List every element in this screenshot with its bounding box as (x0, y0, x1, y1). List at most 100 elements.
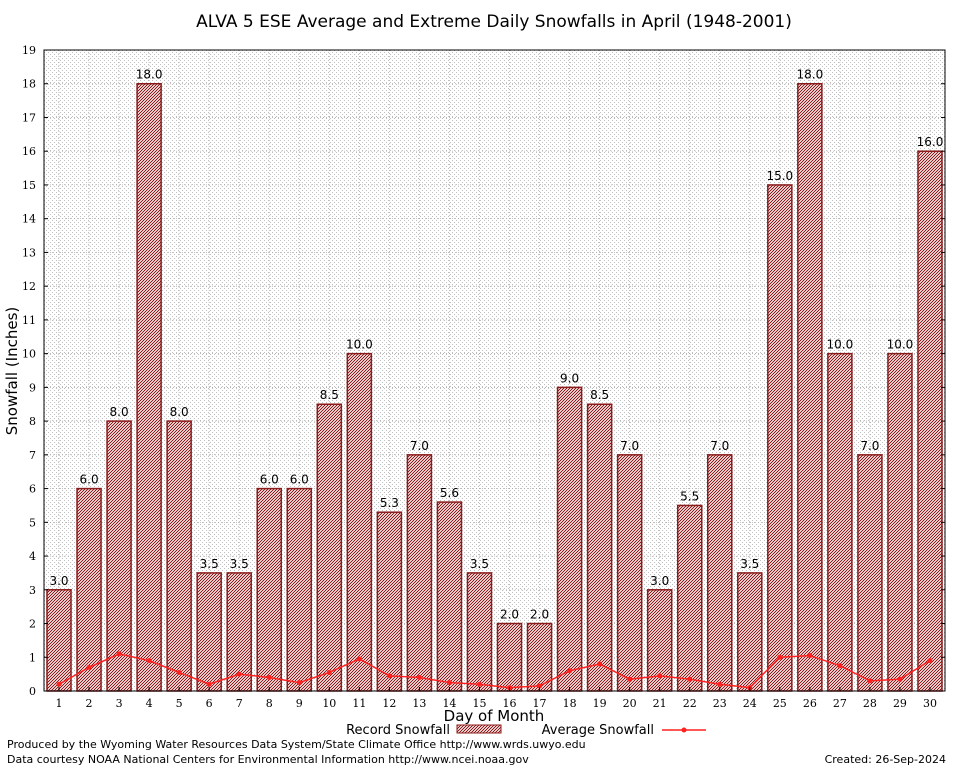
bar-day-26 (797, 82, 823, 692)
average-point-day-6 (206, 681, 212, 687)
x-tick-label: 29 (893, 697, 907, 710)
y-tick-label: 15 (22, 179, 36, 192)
x-tick-label: 1 (56, 697, 63, 710)
bar-label-day-23: 7.0 (710, 439, 729, 453)
bar-day-8 (256, 487, 283, 692)
average-point-day-2 (86, 664, 92, 670)
average-point-day-20 (627, 676, 633, 682)
x-tick-label: 6 (206, 697, 213, 710)
x-tick-label: 24 (743, 697, 757, 710)
average-point-day-29 (897, 676, 903, 682)
bar-day-2 (76, 487, 102, 692)
bar-day-20 (616, 454, 643, 692)
y-tick-label: 17 (22, 111, 36, 124)
y-tick-label: 6 (29, 483, 36, 496)
x-axis-label: Day of Month (444, 707, 545, 725)
bar-day-27 (827, 352, 853, 692)
average-point-day-7 (236, 671, 242, 677)
bar-day-22 (676, 504, 703, 692)
x-axis-ticks: 1 2 3 4 5 6 7 8 9 10 11 12 13 14 15 16 17 18 19 20 21 22 23 24 2… (56, 687, 937, 710)
x-tick-label: 27 (833, 697, 847, 710)
average-snowfall-line (56, 651, 933, 691)
bar-label-day-6: 3.5 (200, 557, 219, 571)
x-tick-label: 14 (442, 697, 456, 710)
bar-label-day-22: 5.5 (680, 489, 699, 503)
bar-day-9 (286, 487, 313, 692)
bar-label-day-27: 10.0 (827, 338, 854, 352)
average-point-day-22 (687, 676, 693, 682)
bar-label-day-30: 16.0 (917, 135, 944, 149)
bar-label-day-1: 3.0 (49, 574, 68, 588)
bar-label-day-10: 8.5 (320, 388, 339, 402)
bar-label-day-3: 8.0 (110, 405, 129, 419)
bar-day-5 (166, 420, 192, 692)
bar-label-day-12: 5.3 (380, 496, 399, 510)
y-tick-label: 8 (29, 415, 36, 428)
y-tick-label: 12 (22, 280, 36, 293)
plot-area (44, 50, 945, 691)
average-point-day-13 (416, 675, 422, 681)
bar-day-17 (526, 622, 553, 692)
bar-day-16 (496, 622, 523, 692)
bar-label-day-7: 3.5 (230, 557, 249, 571)
x-tick-label: 26 (803, 697, 817, 710)
x-tick-label: 8 (266, 697, 273, 710)
x-tick-label: 21 (653, 697, 667, 710)
average-point-day-4 (146, 658, 152, 664)
x-tick-label: 3 (116, 697, 123, 710)
y-tick-label: 11 (22, 314, 36, 327)
plot-frame (43, 49, 946, 692)
record-snowfall-bars (46, 82, 943, 692)
x-tick-label: 16 (503, 697, 517, 710)
y-tick-label: 19 (22, 44, 36, 57)
average-point-day-9 (296, 680, 302, 686)
y-tick-label: 3 (29, 584, 36, 597)
x-tick-label: 7 (236, 697, 243, 710)
bar-day-19 (586, 403, 613, 692)
bar-label-day-17: 2.0 (530, 608, 549, 622)
y-tick-label: 10 (22, 348, 36, 361)
bar-day-14 (436, 501, 463, 692)
x-tick-label: 11 (352, 697, 366, 710)
bar-label-day-19: 8.5 (590, 388, 609, 402)
bar-day-12 (376, 511, 403, 692)
x-tick-label: 20 (623, 697, 637, 710)
y-tick-label: 4 (29, 550, 36, 563)
y-tick-label: 14 (22, 213, 36, 226)
bar-label-day-13: 7.0 (410, 439, 429, 453)
x-tick-label: 18 (563, 697, 577, 710)
y-tick-label: 7 (29, 449, 36, 462)
x-tick-label: 9 (296, 697, 303, 710)
x-tick-label: 5 (176, 697, 183, 710)
y-tick-label: 16 (22, 145, 36, 158)
average-point-day-11 (356, 656, 362, 662)
bar-day-23 (706, 454, 733, 692)
bar-day-13 (406, 454, 433, 692)
chart-title: ALVA 5 ESE Average and Extreme Daily Sno… (196, 12, 792, 32)
footer-data-courtesy: Data courtesy NOAA National Centers for … (7, 753, 529, 766)
average-point-day-30 (927, 658, 933, 664)
footer-created: Created: 26-Sep-2024 (824, 753, 946, 766)
average-point-day-15 (476, 681, 482, 687)
bar-label-day-16: 2.0 (500, 608, 519, 622)
average-point-day-8 (266, 675, 272, 681)
bar-day-1 (46, 589, 72, 692)
bar-day-29 (887, 352, 913, 692)
bar-label-day-26: 18.0 (796, 68, 823, 82)
y-tick-label: 2 (29, 618, 36, 631)
x-tick-label: 2 (86, 697, 93, 710)
average-point-day-19 (597, 661, 603, 667)
average-point-day-18 (567, 668, 573, 674)
average-point-day-27 (837, 663, 843, 669)
bar-day-10 (316, 403, 343, 692)
average-point-day-14 (446, 680, 452, 686)
legend-record-label: Record Snowfall (346, 723, 450, 738)
bar-label-day-20: 7.0 (620, 439, 639, 453)
x-tick-label: 22 (683, 697, 697, 710)
x-tick-label: 12 (382, 697, 396, 710)
average-point-day-21 (657, 673, 663, 679)
x-tick-label: 17 (533, 697, 547, 710)
average-point-day-10 (326, 669, 332, 675)
